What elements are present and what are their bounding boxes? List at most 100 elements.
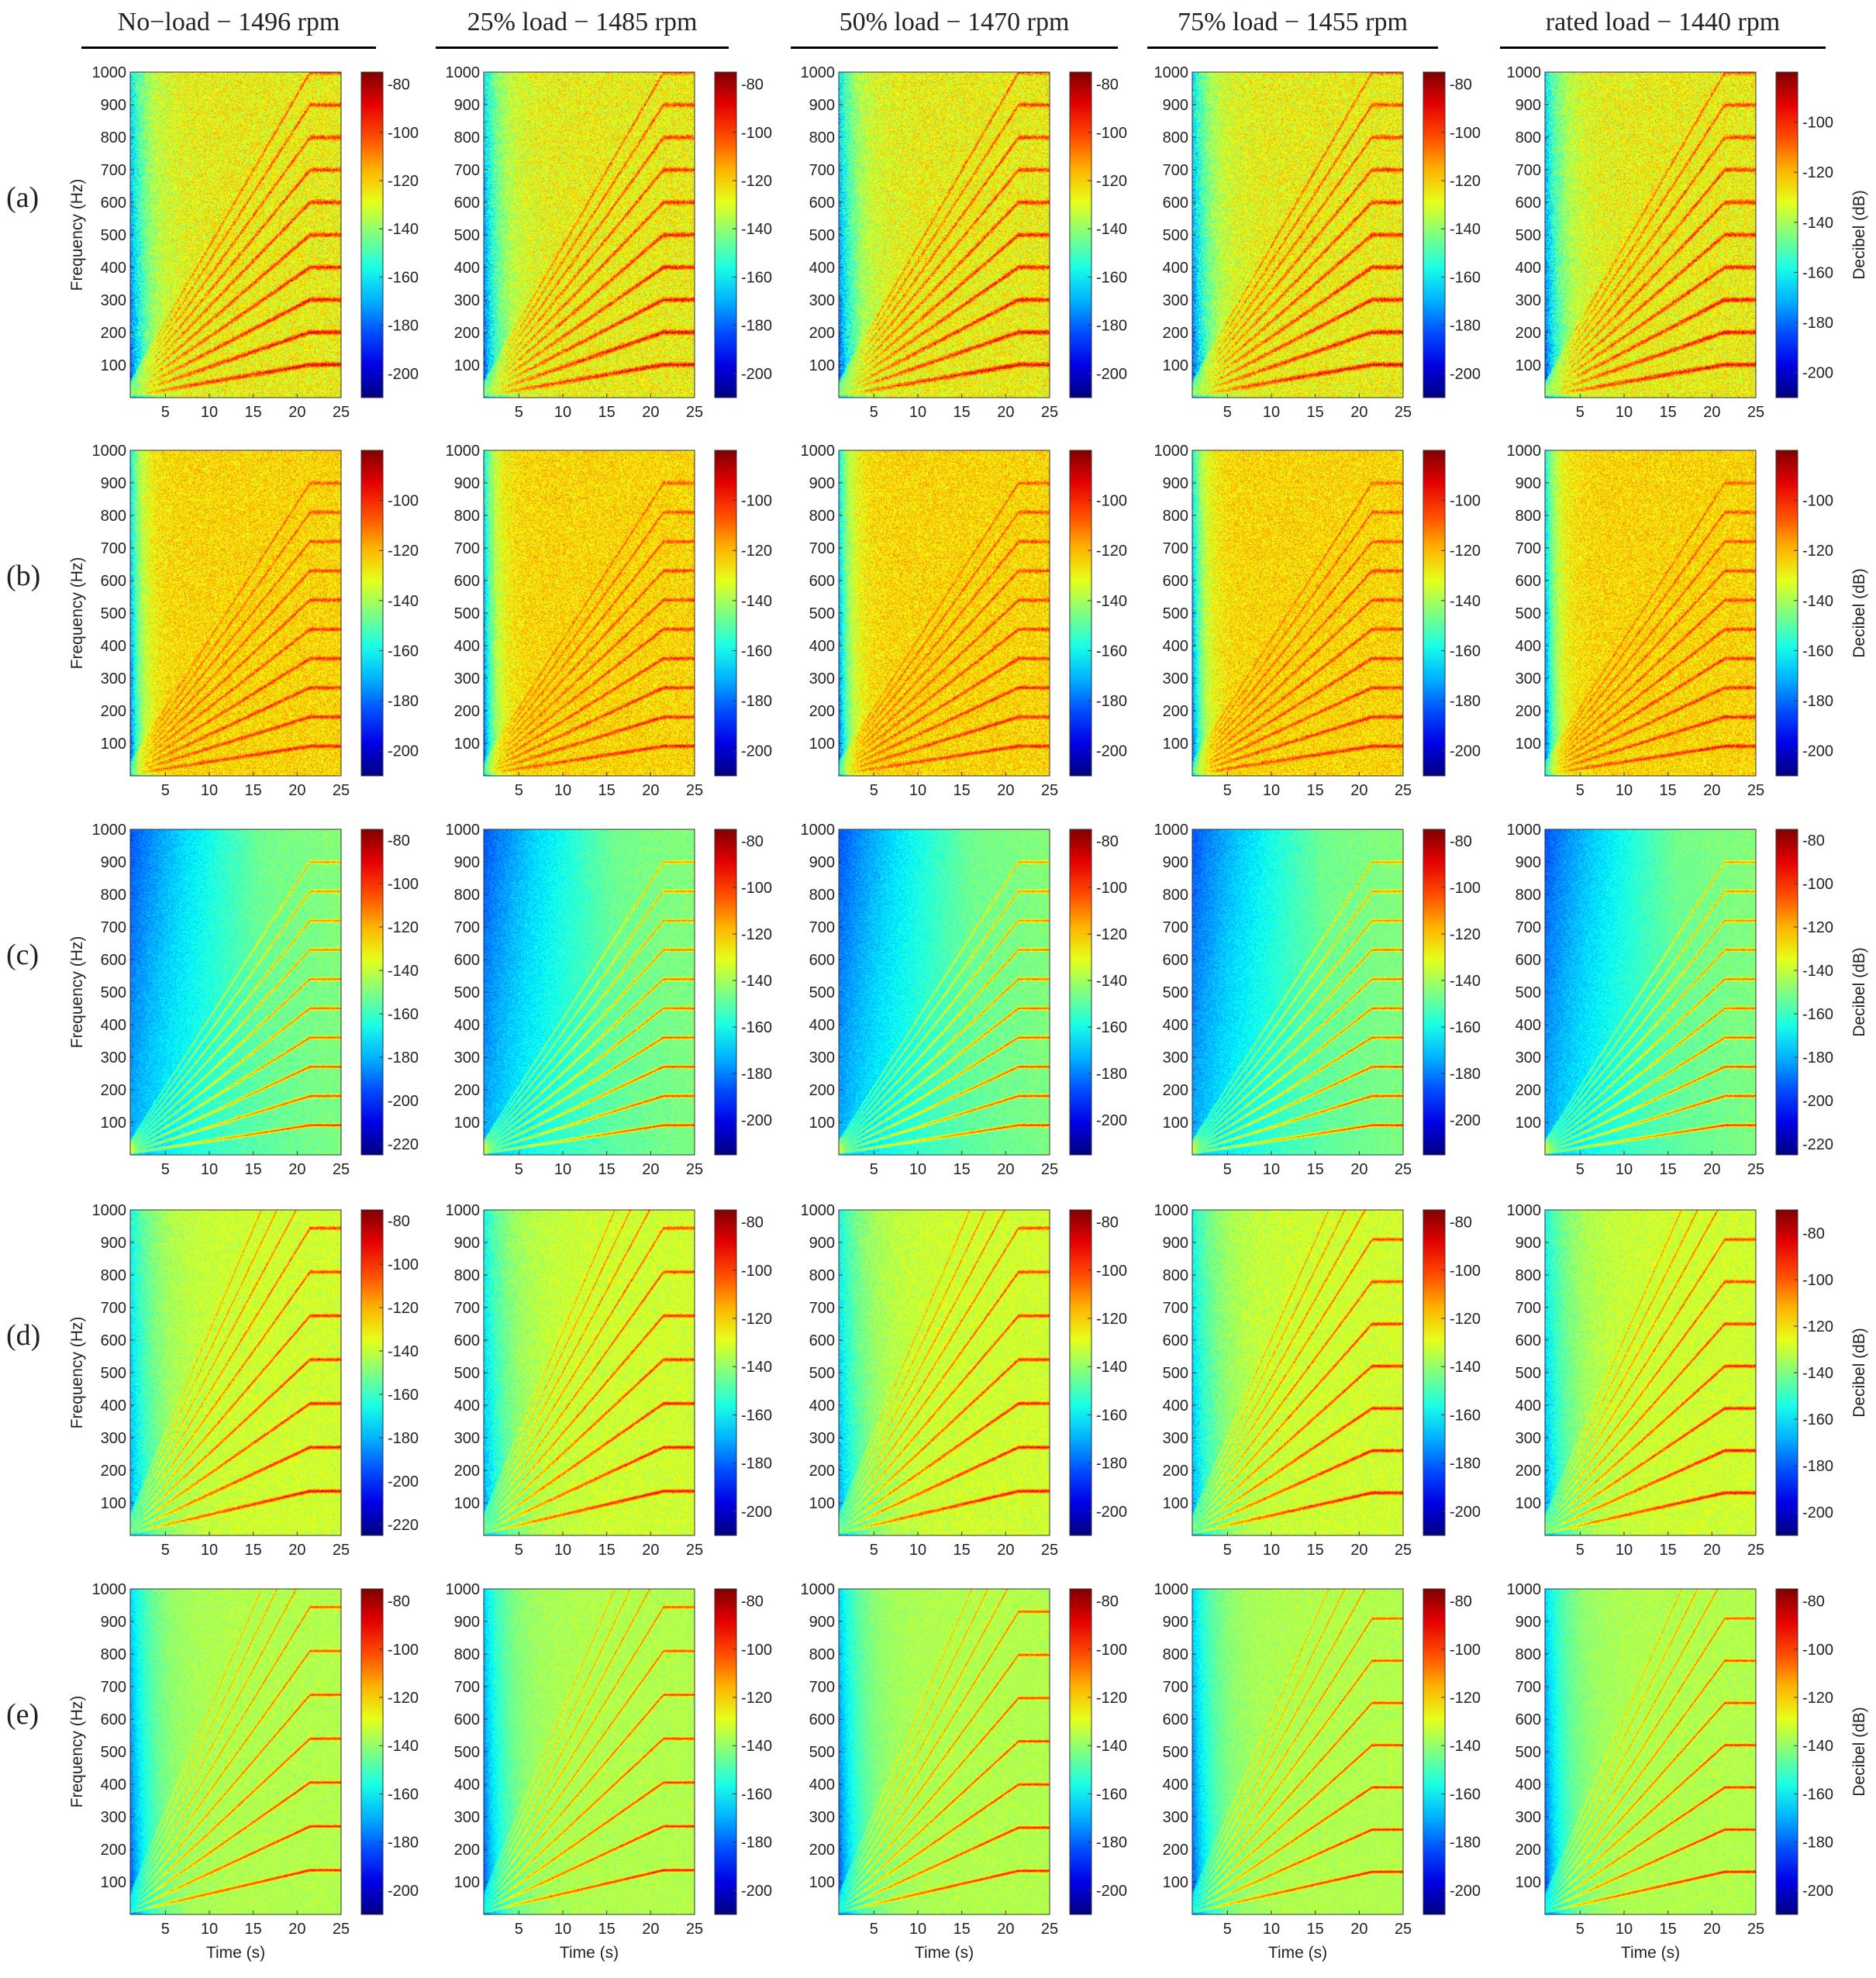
y-tick-label: 700 xyxy=(454,919,480,936)
y-tick-label: 400 xyxy=(1516,638,1541,655)
y-tick-label: 200 xyxy=(101,703,126,720)
colorbar-tick-label: -80 xyxy=(1096,1594,1119,1611)
y-tick-label: 700 xyxy=(1163,1300,1188,1317)
x-tick-label: 15 xyxy=(1307,1921,1324,1938)
column-header: No−load − 1496 rpm xyxy=(117,8,340,36)
x-tick-label: 15 xyxy=(1660,782,1677,799)
x-tick-label: 15 xyxy=(954,782,971,799)
x-axis-title: Time (s) xyxy=(1268,1944,1327,1962)
colorbar-tick-label: -140 xyxy=(1450,1359,1481,1376)
x-tick-label: 15 xyxy=(954,404,971,421)
y-tick-label: 1000 xyxy=(801,822,836,839)
colorbar-tick-label: -200 xyxy=(1802,1504,1833,1521)
x-tick-label: 25 xyxy=(1395,404,1412,421)
colorbar-tick-label: -100 xyxy=(1802,493,1833,510)
y-tick-label: 600 xyxy=(454,573,480,590)
y-tick-label: 600 xyxy=(454,1711,480,1728)
y-tick-label: 600 xyxy=(809,1332,835,1349)
colorbar xyxy=(1069,1209,1092,1536)
x-tick-label: 10 xyxy=(201,1921,218,1938)
colorbar-tick-label: -80 xyxy=(1096,77,1119,94)
y-tick-label: 300 xyxy=(809,1430,835,1447)
colorbar-tick-label: -200 xyxy=(1802,365,1833,382)
x-tick-label: 10 xyxy=(909,404,926,421)
y-tick-label: 400 xyxy=(454,260,480,277)
colorbar xyxy=(1423,1588,1446,1915)
colorbar-tick-label: -200 xyxy=(741,1504,772,1521)
x-tick-label: 5 xyxy=(515,782,523,799)
y-axis-title: Frequency (Hz) xyxy=(68,557,86,670)
spectrogram-axes: 100 200 300 400 500 600 700 800 900 1000 5 10 15 20 25… xyxy=(446,822,773,1178)
colorbar-tick-label: -140 xyxy=(388,593,419,610)
colorbar-tick-label: -140 xyxy=(1802,963,1833,980)
x-tick-label: 5 xyxy=(161,782,170,799)
x-tick-label: 10 xyxy=(201,782,218,799)
y-tick-label: 900 xyxy=(454,475,480,492)
spectrogram-axes: 100 200 300 400 500 600 700 800 900 1000 5 10 15 20 25… xyxy=(801,64,1128,421)
colorbar-tick-label: -80 xyxy=(1802,832,1825,849)
y-tick-label: 600 xyxy=(1163,573,1188,590)
colorbar-tick-label: -160 xyxy=(388,269,419,286)
x-tick-label: 20 xyxy=(1703,404,1720,421)
colorbar-tick-label: -80 xyxy=(1802,1594,1825,1611)
spectrogram-heatmap xyxy=(130,450,341,776)
x-tick-label: 25 xyxy=(1747,1921,1764,1938)
x-tick-label: 25 xyxy=(333,1542,350,1559)
y-tick-label: 100 xyxy=(809,1115,835,1132)
colorbar-tick-label: -140 xyxy=(388,1738,419,1755)
colorbar-tick-label: -160 xyxy=(388,1387,419,1404)
y-tick-label: 500 xyxy=(809,984,835,1001)
colorbar-tick-label: -100 xyxy=(1802,115,1833,132)
colorbar-tick-label: -180 xyxy=(1450,1456,1481,1473)
colorbar-tick-label: -140 xyxy=(1096,1738,1127,1755)
y-tick-label: 900 xyxy=(101,854,126,871)
colorbar xyxy=(714,1209,737,1536)
colorbar-tick-label: -180 xyxy=(1096,1066,1127,1083)
colorbar-tick-label: -120 xyxy=(1096,543,1127,560)
spectrogram-heatmap xyxy=(1192,1589,1403,1914)
colorbar-tick-label: -180 xyxy=(1802,1835,1833,1852)
colorbar-tick-label: -200 xyxy=(1450,743,1481,760)
colorbar-tick-label: -200 xyxy=(1802,1883,1833,1900)
x-tick-label: 15 xyxy=(245,1161,262,1178)
colorbar-tick-label: -180 xyxy=(1802,693,1833,710)
colorbar-tick-label: -160 xyxy=(1096,643,1127,660)
y-tick-label: 600 xyxy=(1163,1711,1188,1728)
y-tick-label: 200 xyxy=(1516,1082,1541,1099)
spectrogram-heatmap xyxy=(839,1589,1050,1914)
spectrogram-heatmap xyxy=(839,450,1050,776)
plot-frame xyxy=(483,71,695,398)
y-tick-label: 1000 xyxy=(1154,822,1189,839)
colorbar xyxy=(714,71,737,398)
y-tick-label: 600 xyxy=(1516,952,1541,969)
x-tick-label: 15 xyxy=(598,1921,616,1938)
y-tick-label: 300 xyxy=(101,670,126,687)
y-tick-label: 400 xyxy=(1516,260,1541,277)
colorbar-tick-label: -180 xyxy=(1096,1456,1127,1473)
x-tick-label: 25 xyxy=(1747,1161,1764,1178)
y-tick-label: 100 xyxy=(454,736,480,753)
plot-frame xyxy=(1544,450,1757,777)
colorbar-tick-label: -120 xyxy=(1450,1690,1481,1707)
y-tick-label: 600 xyxy=(809,195,835,212)
colorbar-tick-label: -120 xyxy=(1802,164,1833,181)
y-tick-label: 1000 xyxy=(801,64,836,81)
spectrogram-axes: 100 200 300 400 500 600 700 800 900 1000 5 10 15 20 25… xyxy=(801,443,1128,799)
plot-frame xyxy=(1544,829,1757,1156)
y-tick-label: 200 xyxy=(809,1842,835,1859)
y-tick-label: 700 xyxy=(101,1300,126,1317)
y-tick-label: 1000 xyxy=(446,1581,481,1598)
plot-frame xyxy=(838,829,1050,1156)
colorbar-tick-label: -180 xyxy=(388,318,419,335)
y-tick-label: 700 xyxy=(809,919,835,936)
y-tick-label: 500 xyxy=(101,1744,126,1761)
x-tick-label: 20 xyxy=(288,1542,305,1559)
y-tick-label: 1000 xyxy=(1507,1202,1542,1219)
y-tick-label: 200 xyxy=(1516,1842,1541,1859)
y-tick-label: 800 xyxy=(1163,887,1188,904)
y-tick-label: 300 xyxy=(101,1430,126,1447)
colorbar-tick-label: -80 xyxy=(1450,833,1472,850)
y-tick-label: 1000 xyxy=(92,1202,127,1219)
y-tick-label: 1000 xyxy=(801,1202,836,1219)
colorbar-tick-label: -200 xyxy=(1096,366,1127,383)
